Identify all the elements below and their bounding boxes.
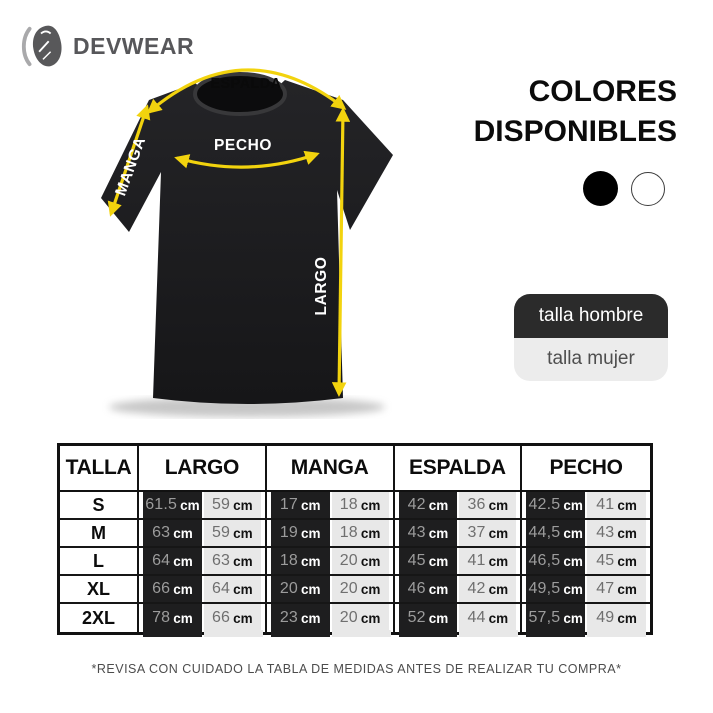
colors-heading: COLORES DISPONIBLES bbox=[474, 72, 677, 151]
size-cell-dark: 17 cm bbox=[270, 492, 330, 518]
size-cell-light: 66 cm bbox=[203, 604, 261, 632]
size-cell-light: 45 cm bbox=[587, 548, 646, 574]
size-cell-light: 47 cm bbox=[587, 576, 646, 602]
table-column-overhang bbox=[60, 630, 650, 637]
size-cell-dark: 64 cm bbox=[143, 548, 202, 574]
espalda-label: ESPALDA bbox=[210, 76, 281, 92]
size-cell-dark: 49,5 cm bbox=[526, 576, 586, 602]
size-cell-dark: 46 cm bbox=[398, 576, 458, 602]
col-header-espalda: ESPALDA bbox=[395, 446, 523, 490]
table-row: L 64 cm 63 cm 18 cm 20 cm 45 cm 41 cm 46,5 cm 4… bbox=[60, 548, 650, 576]
size-cell-light: 49 cm bbox=[587, 604, 646, 632]
size-label: S bbox=[60, 492, 139, 518]
size-label: 2XL bbox=[60, 604, 139, 632]
table-row: S 61.5 cm 59 cm 17 cm 18 cm 42 cm 36 cm 42.5 cm… bbox=[60, 492, 650, 520]
footer-note: *REVISA CON CUIDADO LA TABLA DE MEDIDAS … bbox=[91, 662, 622, 676]
size-cell-light: 37 cm bbox=[459, 520, 517, 546]
largo-arrow bbox=[331, 107, 351, 397]
size-cell-dark: 66 cm bbox=[143, 576, 202, 602]
size-cell-dark: 57,5 cm bbox=[526, 604, 586, 632]
shirt-shadow bbox=[109, 397, 385, 417]
size-cell-light: 63 cm bbox=[203, 548, 261, 574]
size-cell-light: 18 cm bbox=[331, 520, 389, 546]
colors-heading-line1: COLORES bbox=[528, 75, 677, 108]
size-cell-light: 42 cm bbox=[459, 576, 517, 602]
size-cell-dark: 63 cm bbox=[143, 520, 202, 546]
size-cell-light: 64 cm bbox=[203, 576, 261, 602]
colors-heading-line2: DISPONIBLES bbox=[473, 114, 677, 148]
size-cell-light: 41 cm bbox=[459, 548, 517, 574]
col-header-pecho: PECHO bbox=[549, 456, 623, 479]
pecho-label: PECHO bbox=[214, 137, 272, 154]
col-header-largo: LARGO bbox=[139, 446, 267, 490]
col-header-manga: MANGA bbox=[267, 446, 395, 490]
size-cell-dark: 45 cm bbox=[398, 548, 458, 574]
manga-arrow bbox=[107, 104, 151, 217]
size-cell-dark: 78 cm bbox=[143, 604, 202, 632]
size-label: L bbox=[60, 548, 139, 574]
size-cell-dark: 42 cm bbox=[398, 492, 458, 518]
size-label: XL bbox=[60, 576, 139, 602]
size-cell-dark: 52 cm bbox=[398, 604, 458, 632]
size-cell-light: 20 cm bbox=[331, 548, 389, 574]
size-cell-dark: 19 cm bbox=[270, 520, 330, 546]
size-cell-dark: 23 cm bbox=[270, 604, 330, 632]
espalda-arrow bbox=[146, 68, 347, 114]
table-header-row: TALLA LARGO MANGA ESPALDA PECHO bbox=[60, 446, 650, 492]
size-cell-light: 59 cm bbox=[203, 492, 261, 518]
col-header-talla: TALLA bbox=[60, 446, 139, 490]
size-cell-dark: 61.5 cm bbox=[143, 492, 202, 518]
table-row: XL 66 cm 64 cm 20 cm 20 cm 46 cm 42 cm 49,5 cm … bbox=[60, 576, 650, 604]
size-table: TALLA LARGO MANGA ESPALDA PECHO S 61.5 cm… bbox=[57, 443, 653, 635]
tshirt-silhouette bbox=[101, 80, 393, 404]
toggle-talla-mujer[interactable]: talla mujer bbox=[514, 337, 668, 381]
size-cell-dark: 44,5 cm bbox=[526, 520, 586, 546]
table-row: M 63 cm 59 cm 19 cm 18 cm 43 cm 37 cm 44,5 cm 4… bbox=[60, 520, 650, 548]
size-cell-light: 41 cm bbox=[587, 492, 646, 518]
size-cell-dark: 18 cm bbox=[270, 548, 330, 574]
pecho-arrow bbox=[174, 150, 320, 169]
swatch-white[interactable] bbox=[631, 171, 665, 206]
size-cell-dark: 20 cm bbox=[270, 576, 330, 602]
brand-name: DEVWEAR bbox=[73, 32, 195, 59]
table-row: 2XL 78 cm 66 cm 23 cm 20 cm 52 cm 44 cm 57,5 cm… bbox=[60, 604, 650, 632]
color-swatches bbox=[583, 171, 665, 206]
size-gender-toggle: talla hombre talla mujer bbox=[514, 294, 668, 381]
size-cell-light: 18 cm bbox=[331, 492, 389, 518]
size-cell-dark: 42.5 cm bbox=[526, 492, 586, 518]
devwear-fist-icon bbox=[21, 25, 62, 67]
size-label: M bbox=[60, 520, 139, 546]
size-cell-light: 44 cm bbox=[459, 604, 517, 632]
size-cell-dark: 43 cm bbox=[398, 520, 458, 546]
swatch-black[interactable] bbox=[583, 171, 618, 206]
toggle-talla-hombre[interactable]: talla hombre bbox=[514, 294, 668, 338]
largo-label: LARGO bbox=[313, 257, 330, 316]
size-cell-light: 43 cm bbox=[587, 520, 646, 546]
shirt-measurement-diagram: ESPALDA PECHO MANGA LARGO bbox=[85, 50, 445, 425]
brand-logo: DEVWEAR bbox=[20, 22, 194, 70]
size-cell-light: 36 cm bbox=[459, 492, 517, 518]
size-cell-light: 20 cm bbox=[331, 604, 389, 632]
size-cell-light: 20 cm bbox=[331, 576, 389, 602]
size-cell-light: 59 cm bbox=[203, 520, 261, 546]
size-cell-dark: 46,5 cm bbox=[526, 548, 586, 574]
